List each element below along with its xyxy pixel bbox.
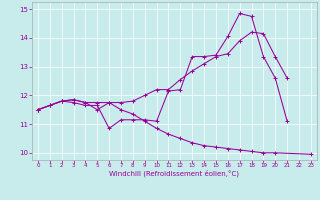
X-axis label: Windchill (Refroidissement éolien,°C): Windchill (Refroidissement éolien,°C) <box>109 170 239 177</box>
